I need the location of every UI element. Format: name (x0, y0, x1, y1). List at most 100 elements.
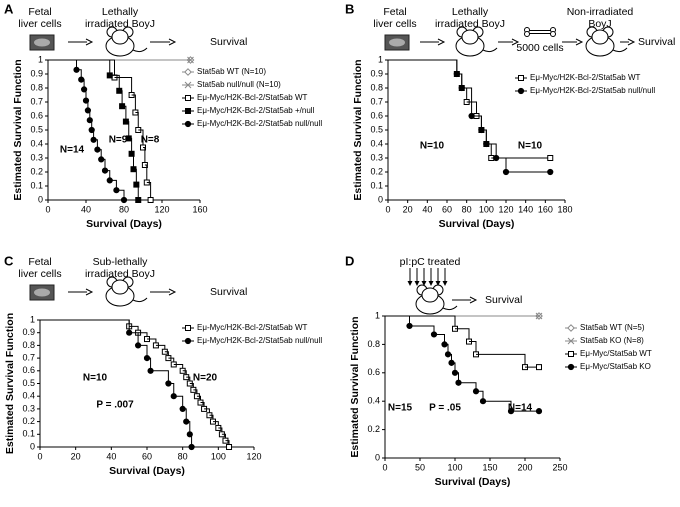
survival-step (131, 153, 134, 170)
x-tick-label: 100 (211, 451, 226, 461)
mouse-icon-tail (442, 305, 458, 311)
annotation: P = .05 (429, 403, 461, 414)
x-tick-label: 160 (538, 204, 553, 214)
survival-step (144, 164, 148, 183)
flow-arrowhead (168, 38, 177, 46)
survival-step (89, 119, 93, 130)
x-tick-label: 40 (422, 204, 432, 214)
survival-step (119, 90, 123, 107)
header-text: Fetal (383, 6, 406, 18)
panel-letter: C (4, 253, 14, 268)
y-tick-label: 0.9 (370, 68, 383, 78)
survival-step (131, 94, 136, 113)
x-tick-label: 50 (415, 462, 425, 472)
header-text: Survival (638, 36, 675, 48)
y-tick-label: 0.1 (22, 429, 35, 439)
survival-step (483, 400, 512, 412)
header-text: Fetal (28, 256, 51, 268)
header-text: irradiated BoyJ (85, 268, 155, 280)
annotation: N=10 (83, 373, 108, 384)
survival-step (476, 353, 526, 368)
survival-step (143, 147, 146, 165)
survival-step (138, 344, 148, 359)
y-tick-label: 0 (378, 194, 383, 204)
survival-step (434, 333, 445, 345)
liver-icon-detail (34, 38, 50, 47)
x-tick-label: 0 (385, 204, 390, 214)
annotation: N=9 (109, 135, 128, 146)
x-tick-label: 20 (71, 451, 81, 461)
header-text: irradiated BoyJ (85, 18, 155, 30)
y-axis-title: Estimated Survival Function (349, 316, 361, 457)
survival-step (456, 73, 463, 88)
legend-marker (567, 324, 575, 332)
flow-arrowhead (85, 38, 94, 46)
mouse-icon-head (591, 29, 609, 45)
legend-label: Eμ-Myc/Stat5ab KO (580, 362, 651, 371)
survival-step (109, 179, 117, 191)
y-tick-label: 0.4 (30, 138, 43, 148)
mouse-icon-head (111, 29, 129, 45)
header-text: Non-irradiated (567, 6, 634, 18)
treat-arrowhead (414, 281, 420, 286)
survival-step (91, 129, 95, 140)
survival-step (86, 100, 89, 111)
treat-arrowhead (407, 281, 413, 286)
x-tick-label: 0 (37, 451, 42, 461)
header-text: Fetal (28, 6, 51, 18)
survival-step (471, 115, 482, 130)
x-tick-label: 120 (246, 451, 261, 461)
legend-label: Eμ-Myc/Stat5ab WT (580, 349, 652, 358)
survival-step (133, 168, 137, 185)
y-tick-label: 0.2 (367, 424, 380, 434)
x-tick-label: 120 (154, 204, 169, 214)
mouse-icon-tail (482, 47, 498, 53)
survival-step (48, 59, 111, 76)
survival-step (455, 372, 459, 383)
survival-step (122, 105, 127, 122)
survival-step (469, 341, 477, 355)
survival-step (409, 325, 435, 335)
y-tick-label: 0.1 (370, 180, 383, 190)
y-tick-label: 0.3 (22, 403, 35, 413)
legend-label: Eμ-Myc/H2K-Bcl-2/Stat5ab WT (197, 323, 308, 332)
header-text: liver cells (373, 18, 416, 30)
x-tick-label: 40 (81, 204, 91, 214)
survival-marker (226, 444, 233, 450)
flow-arrowhead (469, 296, 478, 304)
annotation: N=10 (420, 141, 445, 152)
y-tick-label: 0.7 (30, 96, 43, 106)
y-tick-label: 0.6 (22, 365, 35, 375)
mouse-icon-tail (612, 47, 628, 53)
y-tick-label: 0 (38, 194, 43, 204)
survival-marker (187, 56, 194, 64)
legend-label: Stat5ab WT (N=10) (197, 67, 266, 76)
header-text: Survival (210, 286, 247, 298)
header-text: Survival (210, 36, 247, 48)
y-tick-label: 1 (30, 314, 35, 324)
survival-step (476, 390, 484, 402)
survival-step (461, 87, 473, 116)
header-text: Survival (485, 294, 522, 306)
survival-step (496, 157, 507, 172)
flow-arrowhead (437, 38, 446, 46)
survival-step (388, 59, 458, 74)
survival-step (114, 77, 133, 95)
survival-step (466, 101, 477, 116)
annotation: N=15 (388, 403, 413, 414)
survival-step (109, 74, 120, 91)
y-axis-title: Estimated Survival Function (4, 313, 16, 454)
survival-step (138, 129, 144, 148)
flow-arrowhead (575, 38, 584, 46)
x-tick-label: 120 (498, 204, 513, 214)
x-tick-label: 160 (192, 204, 207, 214)
y-axis-title: Estimated Survival Function (12, 59, 24, 200)
annotation: N=20 (193, 373, 218, 384)
x-tick-label: 200 (517, 462, 532, 472)
survival-step (48, 59, 77, 70)
y-tick-label: 0.9 (22, 327, 35, 337)
header-text: liver cells (18, 18, 61, 30)
treat-arrowhead (428, 281, 434, 286)
y-tick-label: 0.8 (22, 340, 35, 350)
